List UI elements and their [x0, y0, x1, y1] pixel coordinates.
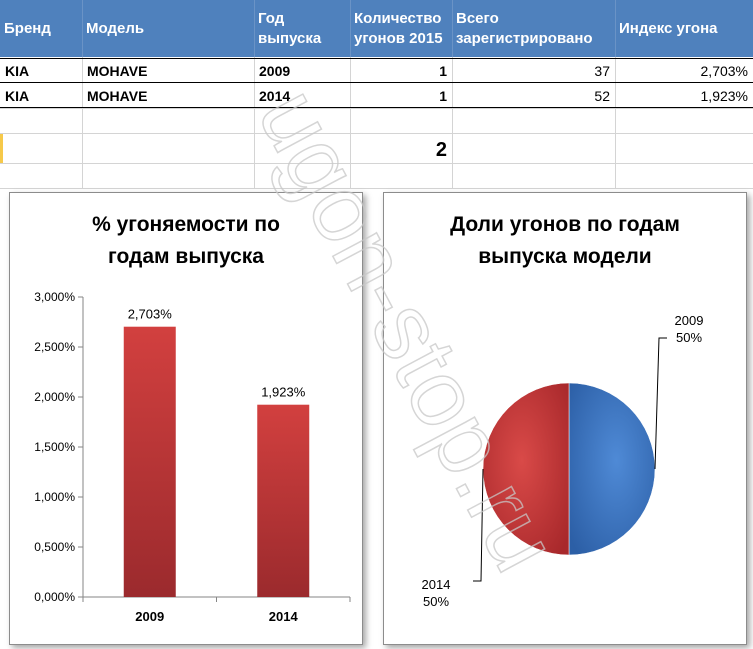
pie-chart-title: Доли угонов по годам выпуска модели — [384, 209, 746, 273]
header-model[interactable]: Модель — [82, 0, 254, 57]
header-thefts[interactable]: Количество угонов 2015 — [350, 0, 452, 57]
header-year[interactable]: Год выпуска — [254, 0, 350, 57]
bar-chart-title: % угоняемости по годам выпуска — [10, 209, 362, 273]
gridline — [350, 57, 351, 188]
cell-brand[interactable]: KIA — [5, 63, 30, 79]
gridline — [0, 188, 753, 189]
y-tick-label: 0,500% — [34, 540, 75, 554]
y-tick-label: 1,000% — [34, 490, 75, 504]
gridline — [0, 133, 753, 134]
header-brand[interactable]: Бренд — [0, 0, 82, 57]
pie-slice-2009 — [568, 382, 656, 556]
header-registered-line1: Всего — [456, 9, 499, 27]
header-thefts-line2: угонов 2015 — [354, 29, 443, 47]
bar-2009 — [123, 326, 176, 597]
cell-model[interactable]: MOHAVE — [87, 63, 148, 79]
leader-line — [473, 468, 484, 582]
data-label: 1,923% — [261, 385, 306, 400]
y-tick-label: 1,500% — [34, 440, 75, 454]
bar-chart-plot: 0,000% 0,500% 1,000% 1,500% 2,000% 2,500% 3,00… — [34, 290, 351, 624]
bar-chart-title-line1: % угоняемости по — [92, 213, 280, 236]
pie-chart-plot: 2009 50% 2014 50% — [422, 313, 704, 609]
table-header-row — [0, 0, 753, 57]
header-year-line1: Год — [258, 9, 285, 27]
header-divider — [452, 0, 453, 57]
selected-cell-indicator — [0, 134, 3, 163]
pie-value-label: 50% — [423, 594, 449, 609]
cell-year[interactable]: 2009 — [259, 63, 291, 79]
cell-registered[interactable]: 37 — [594, 63, 610, 79]
x-tick-label: 2009 — [135, 609, 164, 624]
gridline — [0, 163, 753, 164]
table-row — [0, 58, 753, 83]
header-index[interactable]: Индекс угона — [615, 0, 753, 57]
cell-index[interactable]: 2,703% — [700, 63, 748, 79]
pie-category-label: 2014 — [422, 577, 451, 592]
pie-slice-2014 — [482, 382, 570, 556]
pie-value-label: 50% — [676, 330, 702, 345]
cell-registered[interactable]: 52 — [594, 88, 610, 104]
header-divider — [350, 0, 351, 57]
gridline — [82, 57, 83, 188]
leader-line — [654, 337, 667, 470]
header-registered-line2: зарегистрировано — [456, 29, 593, 47]
header-brand-label: Бренд — [4, 19, 51, 37]
cell-year[interactable]: 2014 — [259, 88, 291, 104]
header-divider — [615, 0, 616, 57]
pie-chart-title-line2: выпуска модели — [478, 245, 652, 268]
gridline — [615, 57, 616, 188]
cell-thefts[interactable]: 1 — [439, 63, 447, 79]
header-thefts-line1: Количество — [354, 9, 442, 27]
gridline — [254, 57, 255, 188]
header-index-label: Индекс угона — [619, 19, 718, 37]
bar-chart-title-line2: годам выпуска — [108, 245, 264, 268]
bar-2014 — [257, 404, 310, 597]
total-thefts-cell[interactable]: 2 — [435, 139, 447, 161]
y-tick-label: 2,500% — [34, 340, 75, 354]
y-tick-label: 2,000% — [34, 390, 75, 404]
cell-thefts[interactable]: 1 — [439, 88, 447, 104]
header-divider — [254, 0, 255, 57]
cell-brand[interactable]: KIA — [5, 88, 30, 104]
x-tick-label: 2014 — [269, 609, 299, 624]
y-tick-label: 0,000% — [34, 590, 75, 604]
header-model-label: Модель — [86, 19, 145, 37]
pie-chart[interactable]: Доли угонов по годам выпуска модели 2009… — [383, 192, 747, 645]
header-divider — [82, 0, 83, 57]
pie-category-label: 2009 — [675, 313, 704, 328]
gridline — [452, 57, 453, 188]
cell-index[interactable]: 1,923% — [700, 88, 748, 104]
data-label: 2,703% — [128, 307, 173, 322]
header-registered[interactable]: Всего зарегистрировано — [452, 0, 615, 57]
header-year-line2: выпуска — [258, 29, 322, 47]
bar-chart[interactable]: % угоняемости по годам выпуска 0,000% 0,5… — [9, 192, 363, 645]
gridline — [0, 108, 753, 109]
pie-chart-title-line1: Доли угонов по годам — [450, 213, 680, 236]
cell-model[interactable]: MOHAVE — [87, 88, 148, 104]
y-tick-label: 3,000% — [34, 290, 75, 304]
table-row — [0, 83, 753, 108]
